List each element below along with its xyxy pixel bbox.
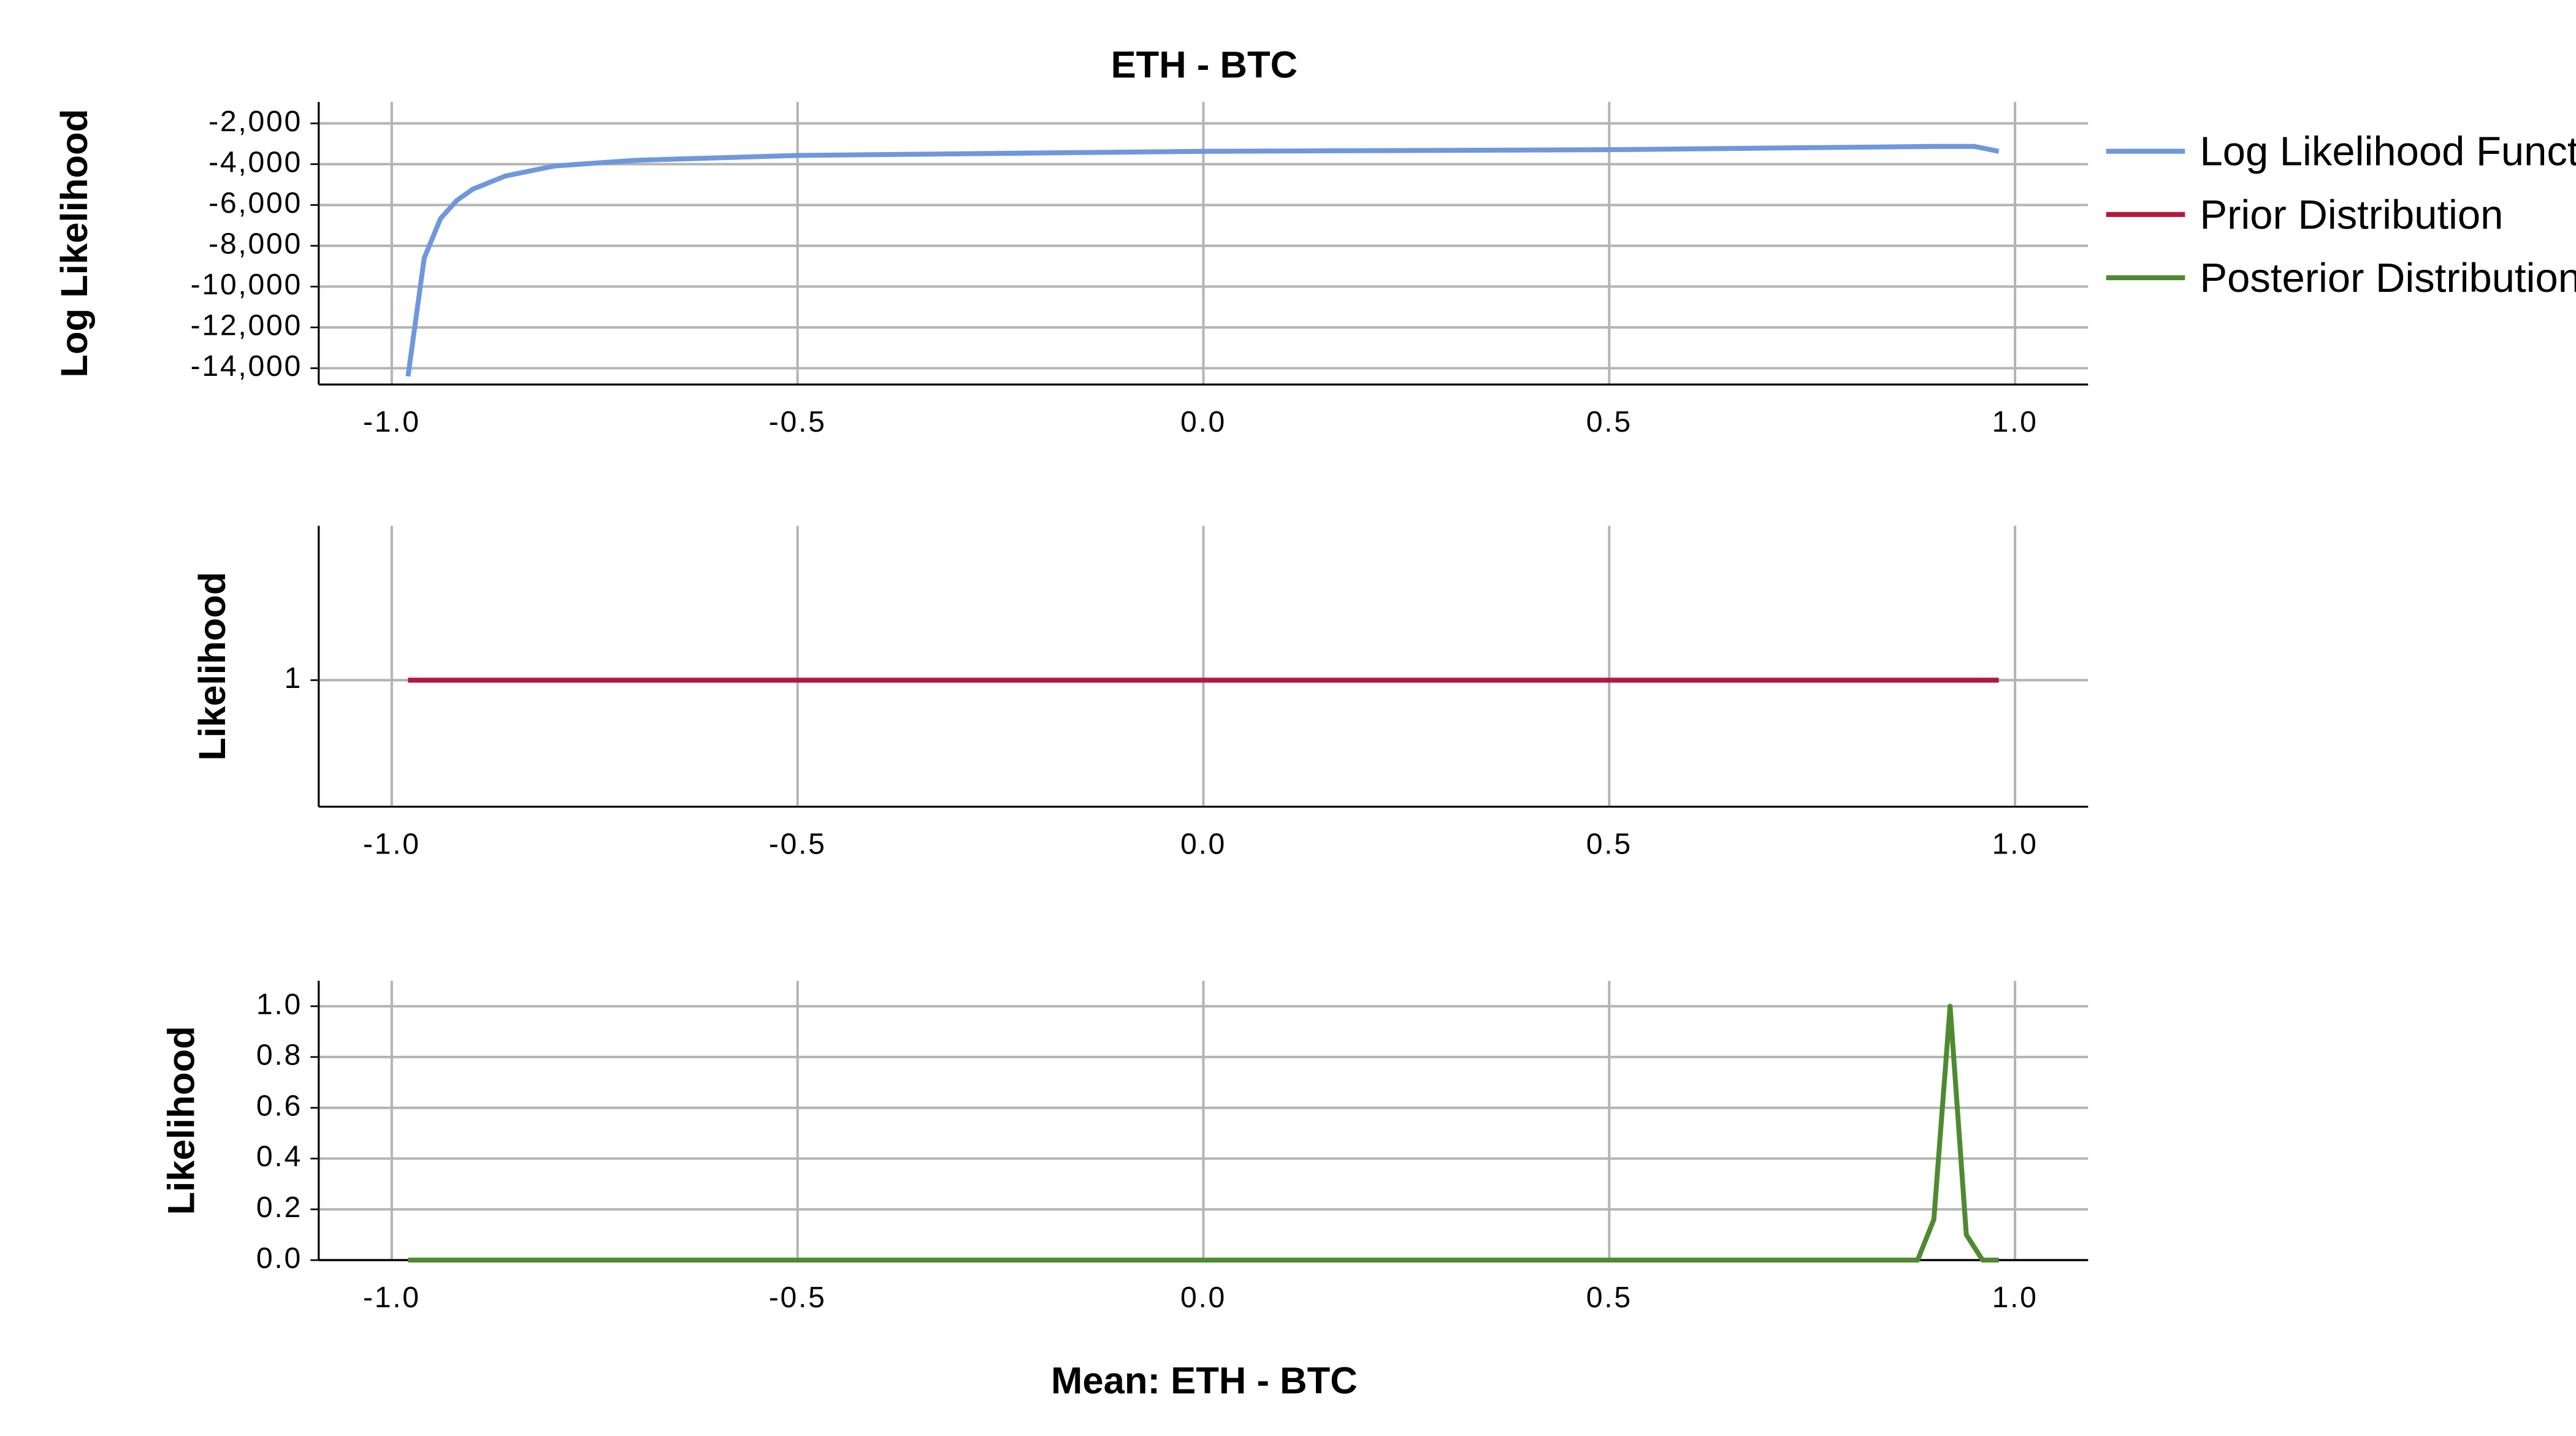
y-tick-label: -14,000 — [191, 349, 302, 383]
legend-label: Prior Distribution — [2200, 192, 2503, 238]
chart-title: ETH - BTC — [1111, 44, 1298, 86]
x-tick-label: 1.0 — [1992, 405, 2038, 438]
y-tick-label: -12,000 — [191, 309, 302, 342]
y-tick-label: -4,000 — [208, 146, 302, 179]
series-line — [405, 143, 2000, 377]
x-tick-label: -0.5 — [769, 1281, 827, 1314]
y-axis-title: Log Likelihood — [53, 109, 96, 378]
x-tick-label: -0.5 — [769, 405, 827, 438]
y-tick-label: 0.2 — [256, 1191, 302, 1224]
x-tick-label: -1.0 — [363, 405, 421, 438]
y-axis-title: Likelihood — [160, 1026, 202, 1215]
y-axis-title: Likelihood — [191, 572, 234, 761]
y-tick-label: -10,000 — [191, 268, 302, 301]
legend-label: Log Likelihood Function — [2200, 129, 2576, 175]
x-tick-label: 0.0 — [1180, 1281, 1226, 1314]
x-tick-label: 0.5 — [1586, 405, 1632, 438]
y-tick-label: 1.0 — [256, 988, 302, 1021]
y-tick-label: -2,000 — [208, 105, 302, 138]
y-tick-label: 0.6 — [256, 1089, 302, 1122]
x-tick-label: 1.0 — [1992, 828, 2038, 861]
legend-label: Posterior Distribution — [2200, 255, 2576, 301]
x-tick-label: 1.0 — [1992, 1281, 2038, 1314]
x-tick-label: -1.0 — [363, 828, 421, 861]
x-tick-label: 0.0 — [1180, 828, 1226, 861]
y-tick-label: 1 — [284, 662, 302, 695]
x-tick-label: -0.5 — [769, 828, 827, 861]
y-tick-label: 0.0 — [256, 1242, 302, 1275]
x-tick-label: 0.5 — [1586, 828, 1632, 861]
y-tick-label: 0.8 — [256, 1039, 302, 1072]
x-tick-label: -1.0 — [363, 1281, 421, 1314]
y-tick-label: -8,000 — [208, 227, 302, 261]
x-axis-title: Mean: ETH - BTC — [1051, 1359, 1358, 1402]
y-tick-label: 0.4 — [256, 1140, 302, 1173]
series-line — [408, 1004, 1999, 1263]
x-tick-label: 0.0 — [1180, 405, 1226, 438]
y-tick-label: -6,000 — [208, 186, 302, 220]
x-tick-label: 0.5 — [1586, 1281, 1632, 1314]
